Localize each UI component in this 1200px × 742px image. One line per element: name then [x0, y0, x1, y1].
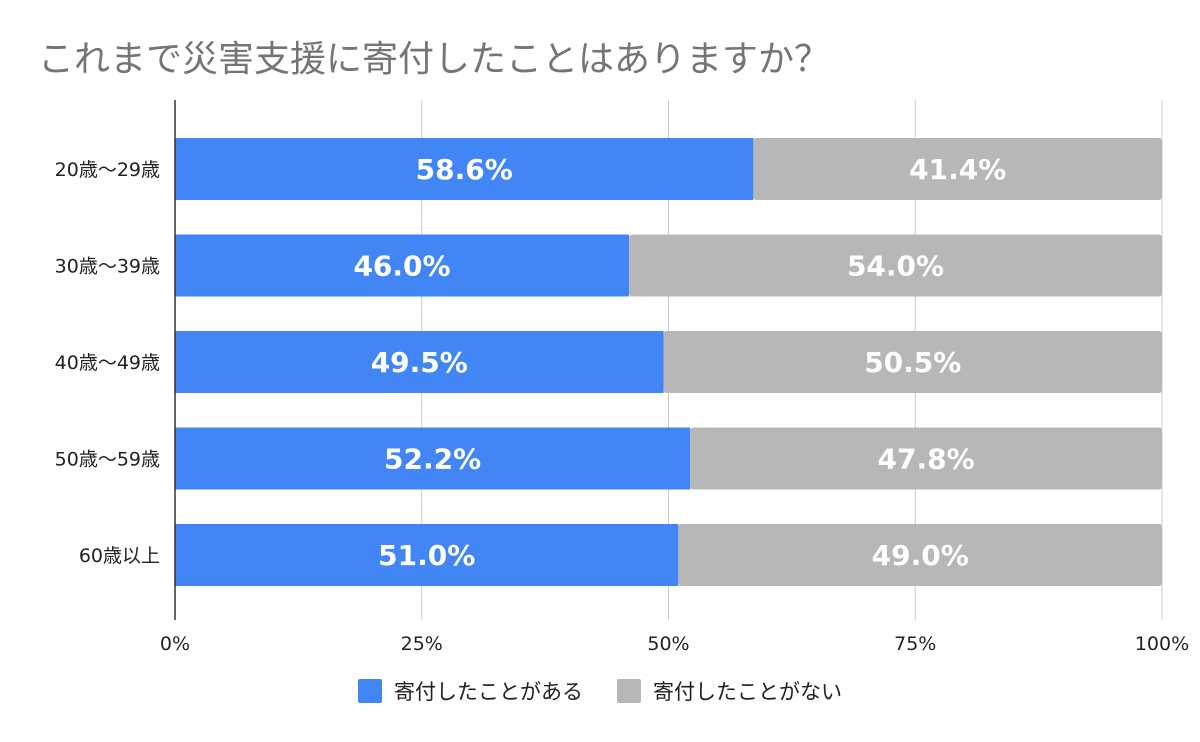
bars	[175, 138, 1162, 586]
bar-donated[interactable]	[175, 234, 630, 297]
data-labels: 58.6% 41.4% 46.0% 54.0% 49.5% 50.5% 52.2% 47.8%…	[353, 153, 1006, 572]
data-label: 49.5%	[371, 346, 468, 379]
category-label: 30歳～39歳	[55, 256, 160, 278]
x-tick-label: 50%	[647, 633, 689, 655]
bar-donated[interactable]	[175, 524, 679, 586]
legend-swatch-not-donated	[617, 679, 641, 703]
x-tick-label: 75%	[894, 633, 936, 655]
bar-not-donated[interactable]	[629, 234, 1162, 297]
data-label: 54.0%	[847, 250, 944, 283]
x-tick-label: 100%	[1135, 633, 1189, 655]
legend: 寄付したことがある 寄付したことがない	[0, 676, 1200, 706]
bar-not-donated[interactable]	[663, 331, 1162, 393]
legend-item-not-donated[interactable]: 寄付したことがない	[617, 676, 842, 706]
category-label: 40歳～49歳	[55, 352, 160, 374]
bar-not-donated[interactable]	[690, 427, 1162, 490]
data-label: 58.6%	[416, 153, 513, 186]
category-label: 60歳以上	[79, 545, 160, 567]
data-label: 46.0%	[353, 250, 450, 283]
legend-swatch-donated	[358, 679, 382, 703]
bar-donated[interactable]	[175, 138, 754, 200]
category-labels: 20歳～29歳 30歳～39歳 40歳～49歳 50歳～59歳 60歳以上	[55, 159, 160, 567]
x-tick-labels: 0% 25% 50% 75% 100%	[160, 633, 1189, 655]
bar-not-donated[interactable]	[678, 524, 1162, 586]
category-label: 20歳～29歳	[55, 159, 160, 181]
legend-item-donated[interactable]: 寄付したことがある	[358, 676, 583, 706]
bar-donated[interactable]	[175, 331, 664, 393]
x-tick-label: 0%	[160, 633, 190, 655]
data-label: 47.8%	[878, 443, 975, 476]
bar-not-donated[interactable]	[753, 138, 1162, 200]
data-label: 41.4%	[909, 153, 1006, 186]
chart-title: これまで災害支援に寄付したことはありますか？	[38, 39, 831, 80]
bar-donated[interactable]	[175, 427, 691, 490]
x-tick-label: 25%	[401, 633, 443, 655]
data-label: 49.0%	[872, 539, 969, 572]
data-label: 51.0%	[378, 539, 475, 572]
category-label: 50歳～59歳	[55, 449, 160, 471]
legend-label-not-donated: 寄付したことがない	[653, 680, 842, 704]
data-label: 50.5%	[864, 346, 961, 379]
data-label: 52.2%	[384, 443, 481, 476]
legend-label-donated: 寄付したことがある	[394, 680, 583, 704]
